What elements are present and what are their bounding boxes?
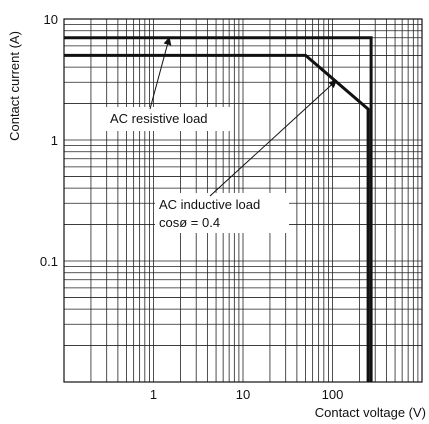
x-tick-label: 10: [236, 387, 250, 402]
x-tick-label: 100: [322, 387, 344, 402]
y-axis-label: Contact current (A): [7, 31, 22, 141]
x-axis-label: Contact voltage (V): [315, 405, 426, 420]
x-tick-label: 1: [150, 387, 157, 402]
y-tick-label: 10: [44, 12, 58, 27]
plot-frame: [63, 18, 423, 383]
annotation-text-resistive: AC resistive load: [110, 111, 208, 126]
annotations-group: AC resistive load AC inductive load cosø =…: [106, 36, 337, 233]
annotation-text-inductive: AC inductive load: [159, 197, 260, 212]
annotation-arrow-inductive: [209, 79, 337, 197]
y-tick-label: 1: [51, 133, 58, 148]
annotation-arrow-resistive: [149, 36, 172, 110]
x-tick-labels: 1 10 100: [150, 387, 343, 402]
annotation-text-inductive: cosø = 0.4: [159, 215, 220, 230]
annotation-box-inductive: [155, 193, 289, 233]
annotation-box-resistive: [106, 107, 230, 131]
y-tick-label: 0.1: [40, 254, 58, 269]
y-tick-labels: 0.1 1 10: [40, 12, 58, 269]
